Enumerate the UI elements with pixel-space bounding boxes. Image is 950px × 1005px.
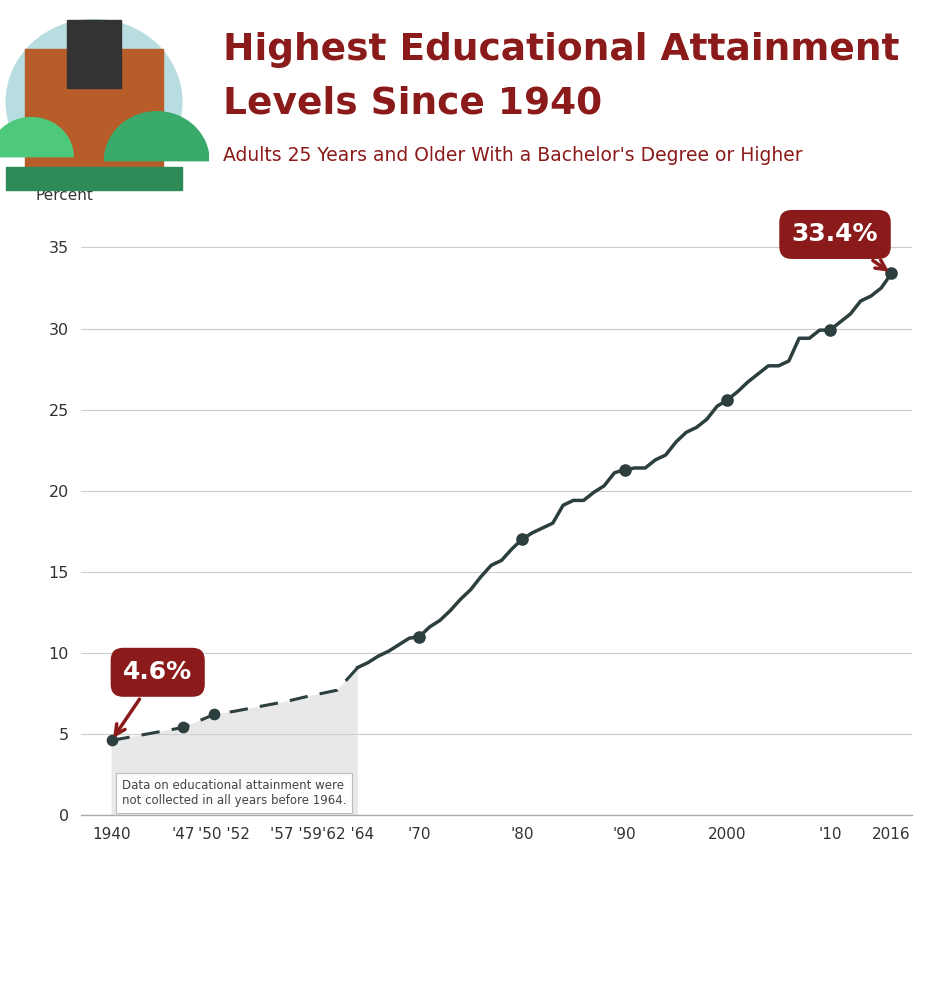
- Point: [823, 322, 838, 338]
- Text: 33.4%: 33.4%: [791, 222, 886, 269]
- Text: www.census.gov/programs-surveys/cps.html: www.census.gov/programs-surveys/cps.html: [687, 949, 936, 959]
- Text: 4.6%: 4.6%: [115, 660, 192, 735]
- Text: Highest Educational Attainment: Highest Educational Attainment: [223, 32, 900, 68]
- Bar: [7, 167, 181, 190]
- Wedge shape: [104, 112, 209, 161]
- Text: ————  Bureau: ———— Bureau: [24, 976, 115, 986]
- Text: Data on educational attainment were
not collected in all years before 1964.: Data on educational attainment were not …: [122, 779, 347, 807]
- Point: [515, 532, 530, 548]
- Polygon shape: [111, 667, 358, 815]
- Text: Census: Census: [17, 914, 151, 947]
- Text: Adults 25 Years and Older With a Bachelor's Degree or Higher: Adults 25 Years and Older With a Bachelo…: [223, 146, 803, 165]
- Point: [411, 628, 427, 644]
- Text: U.S. CENSUS BUREAU: U.S. CENSUS BUREAU: [160, 950, 273, 960]
- Point: [618, 461, 633, 477]
- Text: Current Population Survey: Current Population Survey: [780, 921, 936, 933]
- Point: [206, 707, 221, 723]
- Wedge shape: [0, 118, 73, 157]
- Point: [104, 733, 119, 749]
- Text: Economics and Statistics Administration: Economics and Statistics Administration: [160, 923, 411, 936]
- Text: census.gov: census.gov: [160, 976, 243, 989]
- Bar: [25, 49, 163, 186]
- Text: United States™: United States™: [24, 890, 104, 900]
- Circle shape: [7, 20, 181, 184]
- Point: [884, 265, 899, 281]
- Text: Percent: Percent: [35, 188, 93, 203]
- Bar: [66, 19, 122, 88]
- Point: [720, 392, 735, 408]
- Text: Levels Since 1940: Levels Since 1940: [223, 85, 602, 122]
- Text: Source:  1940-2010 Censuses and: Source: 1940-2010 Censuses and: [734, 890, 936, 903]
- Text: www.census.gov/prod/www/decennial.html: www.census.gov/prod/www/decennial.html: [695, 976, 936, 986]
- Text: U.S. Department of Commerce: U.S. Department of Commerce: [160, 890, 412, 906]
- Point: [176, 720, 191, 736]
